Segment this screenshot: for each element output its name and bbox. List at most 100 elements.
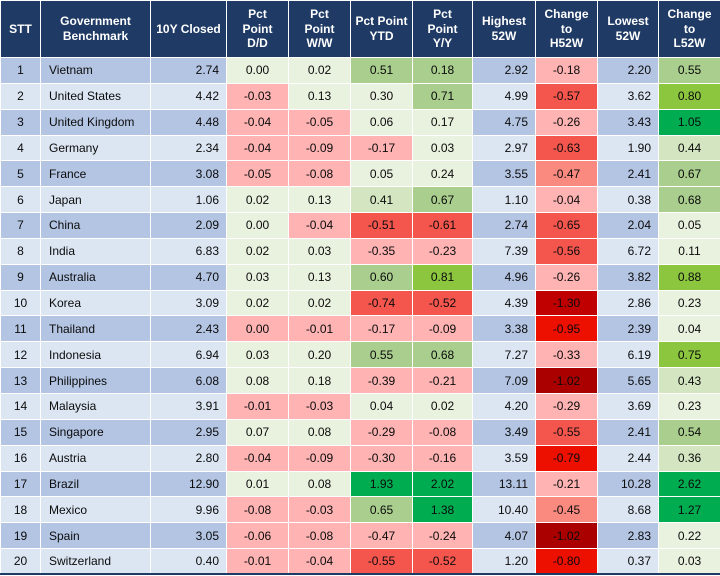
cell-closed: 2.09 (150, 212, 227, 239)
cell-cl52: 0.55 (658, 57, 720, 84)
cell-ytd: 0.60 (350, 263, 413, 291)
header-row: STT Government Benchmark 10Y Closed Pct Point… (0, 0, 720, 58)
column-header-ch52: Change to H52W (535, 0, 598, 58)
cell-closed: 4.48 (150, 108, 227, 136)
cell-l52: 3.43 (597, 108, 659, 136)
cell-ytd: 0.30 (350, 82, 413, 110)
cell-cl52: 0.44 (658, 134, 720, 162)
cell-stt: 4 (0, 134, 41, 162)
column-header-dd: Pct Point D/D (226, 0, 289, 58)
cell-ytd: -0.17 (350, 134, 413, 162)
column-header-line: Point (304, 21, 335, 36)
cell-ww: -0.05 (288, 108, 351, 136)
cell-yy: 0.71 (412, 82, 473, 110)
cell-h52: 13.11 (472, 470, 536, 498)
cell-l52: 0.38 (597, 186, 659, 214)
cell-ytd: 0.04 (350, 392, 413, 420)
column-header-line: Change (544, 7, 589, 22)
cell-cl52: 0.23 (658, 289, 720, 317)
cell-h52: 3.59 (472, 444, 536, 472)
cell-h52: 4.39 (472, 289, 536, 317)
table-row: 3 United Kingdom 4.48 -0.04 -0.05 0.06 0.17 4.7… (0, 108, 720, 136)
cell-country: Mexico (40, 496, 151, 524)
cell-ch52: -0.56 (535, 237, 598, 265)
cell-h52: 3.49 (472, 418, 536, 446)
column-header-line: 10Y Closed (156, 21, 221, 36)
cell-h52: 1.10 (472, 186, 536, 214)
cell-ch52: -0.21 (535, 470, 598, 498)
cell-l52: 2.83 (597, 522, 659, 550)
cell-stt: 10 (0, 289, 41, 317)
column-header-ytd: Pct Point YTD (350, 0, 413, 58)
column-header-ww: Pct Point W/W (288, 0, 351, 58)
cell-stt: 11 (0, 315, 41, 343)
cell-ytd: -0.35 (350, 237, 413, 265)
cell-ch52: -0.04 (535, 186, 598, 214)
cell-ww: -0.04 (288, 212, 351, 239)
column-header-line: W/W (306, 36, 333, 51)
cell-h52: 4.07 (472, 522, 536, 550)
column-header-line: Lowest (607, 14, 649, 29)
column-header-line: Pct Point (355, 14, 408, 29)
column-header-stt: STT (0, 0, 41, 58)
cell-yy: -0.16 (412, 444, 473, 472)
cell-cl52: 0.68 (658, 186, 720, 214)
cell-dd: 0.01 (226, 470, 289, 498)
cell-ch52: -0.26 (535, 108, 598, 136)
cell-ch52: -0.63 (535, 134, 598, 162)
cell-ch52: -0.47 (535, 160, 598, 188)
table-row: 2 United States 4.42 -0.03 0.13 0.30 0.71 4.99-… (0, 82, 720, 110)
cell-closed: 2.74 (150, 57, 227, 84)
cell-ch52: -0.45 (535, 496, 598, 524)
cell-h52: 3.55 (472, 160, 536, 188)
cell-yy: -0.08 (412, 418, 473, 446)
cell-dd: 0.03 (226, 263, 289, 291)
cell-yy: -0.52 (412, 289, 473, 317)
column-header-line: Point (427, 21, 458, 36)
cell-ytd: 0.55 (350, 341, 413, 369)
cell-country: Germany (40, 134, 151, 162)
cell-yy: 0.68 (412, 341, 473, 369)
cell-cl52: 0.36 (658, 444, 720, 472)
cell-ytd: -0.30 (350, 444, 413, 472)
cell-h52: 3.38 (472, 315, 536, 343)
cell-country: Vietnam (40, 57, 151, 84)
cell-stt: 20 (0, 548, 41, 575)
cell-ytd: -0.47 (350, 522, 413, 550)
cell-l52: 2.44 (597, 444, 659, 472)
cell-ch52: -0.79 (535, 444, 598, 472)
cell-dd: 0.00 (226, 315, 289, 343)
cell-l52: 2.39 (597, 315, 659, 343)
cell-h52: 4.20 (472, 392, 536, 420)
column-header-line: Y/Y (432, 36, 453, 51)
cell-yy: -0.24 (412, 522, 473, 550)
cell-ch52: -0.18 (535, 57, 598, 84)
cell-stt: 9 (0, 263, 41, 291)
column-header-line: STT (9, 21, 32, 36)
cell-dd: 0.00 (226, 57, 289, 84)
table-row: 5 France 3.08 -0.05 -0.08 0.05 0.24 3.55 -0.47 2.… (0, 160, 720, 188)
cell-ytd: 0.05 (350, 160, 413, 188)
cell-ww: -0.04 (288, 548, 351, 575)
column-header-line: Benchmark (62, 29, 129, 43)
cell-l52: 6.72 (597, 237, 659, 265)
cell-closed: 3.91 (150, 392, 227, 420)
cell-stt: 14 (0, 392, 41, 420)
cell-h52: 4.99 (472, 82, 536, 110)
cell-ww: -0.03 (288, 392, 351, 420)
cell-h52: 4.75 (472, 108, 536, 136)
column-header-line: H52W (549, 36, 584, 51)
table-row: 4 Germany 2.34 -0.04 -0.09 -0.17 0.03 2.97 -0.63… (0, 134, 720, 162)
cell-ww: 0.03 (288, 237, 351, 265)
cell-country: Japan (40, 186, 151, 214)
cell-closed: 12.90 (150, 470, 227, 498)
table-row: 9 Australia 4.70 0.03 0.13 0.60 0.81 4.96 -0.26 3… (0, 263, 720, 291)
cell-ww: 0.18 (288, 367, 351, 394)
cell-dd: 0.08 (226, 367, 289, 394)
cell-dd: 0.02 (226, 289, 289, 317)
cell-cl52: 0.23 (658, 392, 720, 420)
cell-dd: 0.03 (226, 341, 289, 369)
cell-dd: -0.04 (226, 134, 289, 162)
cell-l52: 10.28 (597, 470, 659, 498)
cell-yy: 0.03 (412, 134, 473, 162)
